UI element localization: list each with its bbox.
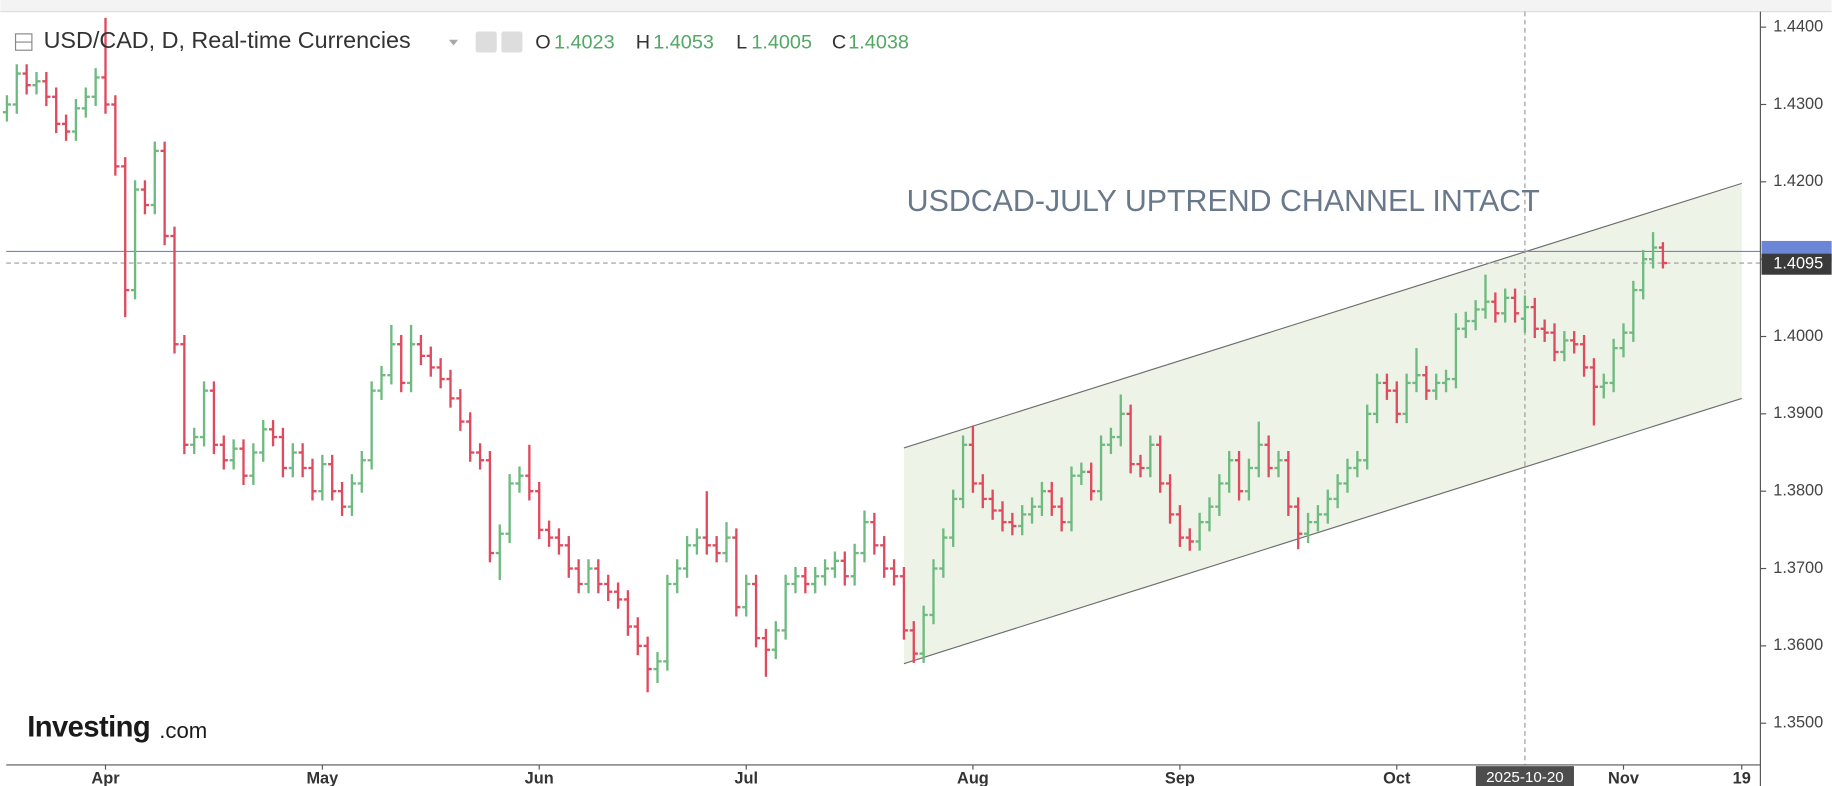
x-tick-label: Aug — [957, 769, 989, 786]
logo-suffix: .com — [159, 718, 207, 743]
x-tick-label: Jun — [525, 769, 554, 786]
logo: Investing — [27, 711, 150, 743]
x-tick-label: Nov — [1608, 769, 1640, 786]
ohlc-value: 1.4005 — [751, 31, 812, 53]
channel-line — [903, 397, 1742, 665]
ohlc-label: C — [832, 31, 846, 53]
y-tick-label: 1.4400 — [1773, 17, 1823, 35]
y-tick-label: 1.4200 — [1773, 172, 1823, 190]
x-tick-label: Sep — [1165, 769, 1195, 786]
y-tick-label: 1.3600 — [1773, 636, 1823, 654]
x-tick-label: Oct — [1383, 769, 1411, 786]
x-tick-label: Jul — [734, 769, 758, 786]
y-tick-label: 1.3700 — [1773, 559, 1823, 577]
annotation: USDCAD-JULY UPTREND CHANNEL INTACT — [907, 185, 1540, 218]
channel-fill — [903, 183, 1742, 664]
channel-line — [903, 182, 1742, 449]
last-price-label: 1.4095 — [1773, 255, 1823, 273]
ohlc-value: 1.4023 — [554, 31, 615, 53]
toolbar-strip — [0, 0, 1832, 12]
crosshair-label-box — [1475, 766, 1574, 786]
plot — [2, 11, 1761, 765]
dropdown-caret[interactable] — [448, 39, 459, 46]
ohlc-label: L — [736, 31, 747, 53]
x-tick-label: 19 — [1733, 769, 1751, 786]
symbol-title[interactable]: USD/CAD, D, Real-time Currencies — [44, 27, 411, 53]
ohlc-value: 1.4053 — [653, 31, 714, 53]
y-tick-label: 1.4000 — [1773, 327, 1823, 345]
y-tick-label: 1.3500 — [1773, 714, 1823, 732]
crosshair-label: 2025-10-20 — [1486, 769, 1564, 786]
x-tick-label: Apr — [91, 769, 120, 786]
ohlc-value: 1.4038 — [848, 31, 909, 53]
symbol-icon — [14, 33, 33, 51]
y-tick-label: 1.3800 — [1773, 482, 1823, 500]
ohlc-label: H — [636, 31, 650, 53]
y-tick-label: 1.3900 — [1773, 404, 1823, 422]
x-tick-label: May — [306, 769, 338, 786]
settings-button[interactable] — [501, 31, 523, 53]
y-tick-label: 1.4300 — [1773, 95, 1823, 113]
ohlc-label: O — [535, 31, 550, 53]
last-price-box — [1761, 253, 1832, 275]
eye-button[interactable] — [475, 31, 497, 53]
